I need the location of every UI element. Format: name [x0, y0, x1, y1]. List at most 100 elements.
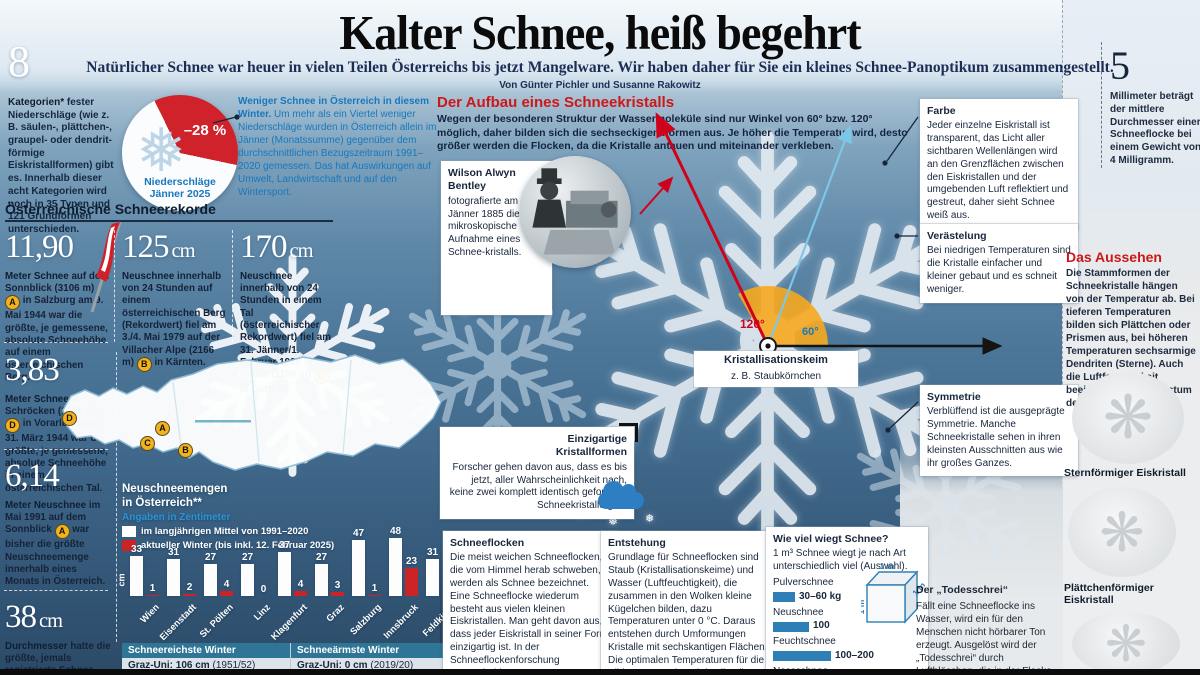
bar-value: 2	[186, 581, 193, 593]
map-marker-a: A	[155, 421, 170, 436]
table-header: Schneereichste Winter	[122, 643, 291, 658]
bar-value: 37	[278, 539, 291, 551]
record-number: 170 cm	[240, 229, 313, 265]
section-text: Die meist weichen Schneeflocken, die vom…	[450, 552, 608, 675]
weight-intro: 1 m³ Schnee wiegt je nach Art unterschie…	[773, 548, 908, 573]
chart-title: Neuschneemengen in Österreich**	[122, 483, 228, 509]
weight-label: Neuschnee	[773, 606, 824, 618]
crystal-photo-plaettchen: ❋	[1068, 487, 1176, 577]
snowflake-icon: ❅	[608, 514, 619, 528]
bar-value: 3	[334, 580, 341, 592]
record-lead: Durchmesser	[5, 640, 68, 652]
record-text: auf dem Sonnblick (3106 m)	[5, 270, 110, 294]
divider	[116, 352, 117, 642]
bar-winter	[368, 594, 381, 596]
bar-winter	[183, 593, 196, 596]
fact-body: beträgt der mittlere Durchmesser einer S…	[1110, 91, 1200, 166]
bar-mittel	[278, 551, 291, 596]
y-axis-unit: cm	[116, 573, 127, 587]
fact-lead: Kategorien*	[8, 97, 65, 108]
callout-symmetrie: Symmetrie Verblüffend ist die ausgeprägt…	[920, 385, 1078, 477]
record-lead: Neuschnee	[122, 270, 175, 282]
bar-group: 27 4	[202, 483, 239, 596]
bar-winter	[331, 592, 344, 596]
bar-group: 31 2	[165, 483, 202, 596]
bar-value: 4	[297, 579, 304, 591]
winter-note-lead: Weniger Schnee in Österreich in diesem W…	[238, 96, 429, 120]
section-title: Der „Todesschrei“	[916, 584, 1009, 596]
bar-mittel	[241, 563, 254, 596]
fact-number-categories: 8	[8, 37, 30, 86]
weight-item: Feuchtschnee 100–200	[773, 636, 921, 663]
record-number: 11,90	[5, 229, 74, 265]
map-marker-d: D	[62, 411, 77, 426]
section-text-aufbau: Wegen der besonderen Struktur der Wasser…	[437, 113, 908, 153]
table-header-row: Schneereichste Winter Schneeärmste Winte…	[122, 643, 460, 658]
record-text: in Vorarlberg am 31. März 1944 war die g…	[5, 418, 108, 494]
bar-group: 37 4	[276, 483, 313, 596]
austria-outline	[62, 354, 442, 471]
divider	[4, 449, 108, 450]
callout-title: Farbe	[927, 105, 956, 117]
section-heading-aufbau: Der Aufbau eines Schneekristalls	[437, 94, 675, 111]
keim-subtitle: z. B. Staubkörnchen	[730, 371, 822, 382]
record-neuschnee-monat: 6,14 Meter Neuschnee im Mai 1991 auf dem…	[5, 456, 113, 589]
record-snow-height-tal: 3,83 Meter Schnee in Schröcken (1269 m) …	[5, 350, 111, 495]
weight-bar	[773, 592, 795, 603]
bar-value: 31	[167, 546, 180, 558]
callout-title: Verästelung	[927, 230, 987, 242]
precipitation-label: Niederschläge Jänner 2025	[130, 176, 230, 200]
precip-label-1: Niederschläge	[144, 176, 216, 188]
callout-title: Symmetrie	[927, 391, 981, 403]
weight-value: 100	[813, 620, 830, 632]
fact-body: fester Niederschläge (wie z. B. säulen-,…	[8, 97, 114, 235]
legend-swatch-white	[122, 526, 136, 537]
bentley-text: fotografierte am 15. Jänner 1885 die ers…	[448, 195, 545, 259]
table-header: Schneeärmste Winter	[291, 643, 460, 658]
records-heading: Österreichische Schneerekorde	[5, 201, 333, 222]
record-text: war bisher die größte Neuschneemenge inn…	[5, 524, 106, 588]
bar-winter	[146, 594, 159, 596]
callout-einzigartig: Einzigartige Kristallformen Forscher geh…	[440, 422, 638, 520]
fact-text-categories: Kategorien* fester Niederschläge (wie z.…	[8, 97, 120, 237]
weight-item: Neuschnee 100	[773, 607, 921, 634]
record-number: 38 cm	[5, 599, 63, 635]
bar-value: 47	[352, 527, 365, 539]
cube-1m3-icon: 1 m 1 m 1 m	[861, 561, 925, 624]
section-entstehung: Entstehung Grundlage für Schneeflocken s…	[601, 531, 777, 675]
map-marker-b: B	[178, 443, 193, 458]
legend-label: aktueller Winter (bis inkl. 12. Februar …	[141, 540, 335, 551]
background-sky	[0, 0, 1200, 92]
callout-farbe: Farbe Jeder einzelne Eiskristall ist tra…	[920, 99, 1078, 229]
precip-label-2: Jänner 2025	[149, 188, 211, 201]
record-lead: Meter Schnee	[5, 393, 69, 405]
crystal-photo-stern: ❋	[1072, 372, 1184, 464]
section-heading-aussehen: Das Aussehen	[1066, 249, 1162, 265]
record-neuschnee-berg: 125 cm Neuschnee innerhalb von 24 Stunden…	[122, 227, 228, 372]
section-title: Wie viel wiegt Schnee?	[773, 533, 889, 545]
divider	[232, 230, 233, 342]
bar-mittel	[130, 556, 143, 596]
callout-text: Forscher gehen davon aus, dass es bis je…	[449, 461, 627, 512]
byline: Von Günter Pichler und Susanne Rakowitz	[499, 80, 701, 91]
angle-label-60: 60°	[802, 326, 819, 338]
bar-value: 48	[389, 526, 402, 538]
section-todesschrei: Der „Todesschrei“ Fällt eine Schneeflock…	[916, 584, 1064, 675]
map-marker-badge: A	[54, 524, 70, 540]
record-lead: Meter Neuschnee	[5, 499, 87, 511]
bar-group: 27 3	[313, 483, 350, 596]
legend-label: im langjährigen Mittel von 1991–2020	[141, 526, 309, 537]
bar-value: 4	[223, 579, 230, 591]
bar-mittel	[426, 558, 439, 596]
weight-item: Pulverschnee 30–60 kg	[773, 577, 921, 604]
map-marker-badge: D	[5, 418, 20, 434]
weight-value: 100–200	[835, 650, 874, 662]
bar-mittel	[167, 558, 180, 596]
record-text: innerhalb von 24 Stunden auf einem öster…	[122, 270, 226, 368]
snowflake-icon: ❅	[645, 513, 655, 525]
kristallisationskeim-label: Kristallisationskeim z. B. Staubkörnchen	[694, 351, 858, 387]
bar-group: 48 23	[387, 483, 424, 596]
section-schneeflocken: Schneeflocken Die meist weichen Schneefl…	[443, 531, 617, 675]
bar-winter	[405, 568, 418, 596]
legend-swatch-red	[122, 540, 136, 551]
